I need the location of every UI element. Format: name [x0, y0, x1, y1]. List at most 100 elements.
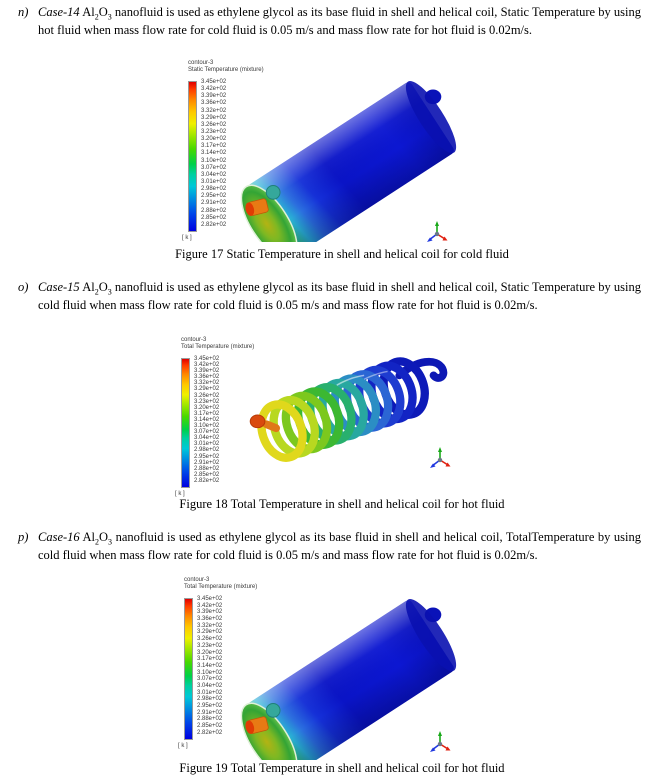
figure-caption: Figure 19 Total Temperature in shell and… [179, 761, 505, 775]
legend-tick-label: 3.45e+02 [201, 79, 227, 85]
legend-tick-label: 3.36e+02 [201, 100, 227, 107]
legend-tick-label: 3.26e+02 [201, 121, 227, 128]
legend-subtitle: Total Temperature (mixture) [184, 584, 258, 590]
chem-subscript: 3 [107, 287, 112, 297]
legend-tick-label: 2.82e+02 [197, 729, 223, 736]
legend-header: contour-3 Total Temperature (mixture) [181, 337, 254, 351]
legend-subtitle: Static Temperature (mixture) [188, 67, 264, 73]
axis-triad-icon [427, 446, 453, 472]
chem-formula: Al [82, 5, 95, 19]
legend-tick-label: 2.91e+02 [201, 200, 227, 207]
legend-tick-label: 2.85e+02 [201, 214, 227, 221]
shell-contour-render [225, 72, 483, 242]
legend-unit: [ k ] [178, 743, 188, 749]
legend-tick-label: 3.01e+02 [201, 178, 227, 185]
legend-tick-label: 3.32e+02 [197, 622, 223, 629]
list-item-p: p) Case-16 Al2O3 nanofluid is used as et… [18, 529, 641, 564]
chem-subscript: 2 [94, 12, 99, 22]
legend-tick-label: 3.17e+02 [197, 656, 223, 663]
legend-tick-label: 2.95e+02 [197, 703, 223, 709]
legend-tick-label: 3.04e+02 [201, 171, 227, 178]
chem-formula: O [98, 280, 108, 294]
legend-tick-label: 3.23e+02 [201, 128, 227, 135]
legend-tick-label: 2.98e+02 [197, 696, 223, 703]
case-label: Case-14 [38, 5, 80, 19]
legend-tick-label: 3.26e+02 [197, 636, 223, 643]
legend-tick-labels: 3.45e+02 3.42e+02 3.39e+02 3.36e+02 3.32e+02… [197, 596, 222, 736]
item-marker: o) [18, 280, 29, 294]
contour-legend: contour-3 Total Temperature (mixture) 3.… [178, 577, 257, 749]
chem-subscript: 2 [95, 537, 100, 547]
legend-tick-label: 3.23e+02 [197, 642, 223, 649]
axis-triad-icon [424, 220, 450, 246]
coil-contour-render [242, 348, 454, 480]
item-marker: p) [18, 530, 29, 544]
legend-tick-label: 3.20e+02 [197, 649, 223, 656]
legend-tick-label: 2.91e+02 [194, 459, 220, 466]
legend-tick-label: 3.14e+02 [201, 150, 227, 157]
legend-tick-label: 3.20e+02 [194, 404, 220, 411]
figure-caption: Figure 17 Static Temperature in shell an… [175, 247, 509, 261]
legend-tick-label: 3.45e+02 [197, 596, 223, 602]
chem-formula: O [98, 5, 108, 19]
item-text: Case-15 Al2O3 nanofluid is used as ethyl… [38, 279, 641, 314]
legend-header: contour-3 Total Temperature (mixture) [184, 577, 257, 591]
legend-tick-label: 3.07e+02 [201, 164, 227, 171]
legend-tick-label: 3.45e+02 [194, 356, 220, 362]
legend-subtitle: Total Temperature (mixture) [181, 344, 255, 350]
legend-tick-label: 3.26e+02 [194, 392, 220, 399]
contour-legend: contour-3 Static Temperature (mixture) 3… [182, 60, 264, 241]
case-label: Case-15 [38, 280, 80, 294]
legend-tick-label: 2.95e+02 [201, 193, 227, 200]
contour-legend: contour-3 Total Temperature (mixture) 3.… [175, 337, 254, 497]
case-label: Case-16 [38, 530, 80, 544]
chem-formula: Al [82, 280, 95, 294]
legend-tick-label: 2.88e+02 [201, 207, 227, 214]
legend-tick-label: 3.29e+02 [201, 114, 227, 121]
list-item-o: o) Case-15 Al2O3 nanofluid is used as et… [18, 279, 641, 314]
legend-tick-label: 3.10e+02 [197, 669, 223, 676]
item-text: Case-14 Al2O3 nanofluid is used as ethyl… [38, 4, 641, 39]
item-body: nanofluid is used as ethylene glycol as … [38, 280, 642, 312]
legend-tick-label: 2.85e+02 [194, 471, 220, 478]
legend-title: contour-3 [184, 577, 210, 583]
legend-tick-label: 3.14e+02 [194, 416, 220, 423]
legend-tick-label: 3.01e+02 [194, 441, 220, 448]
colorbar [184, 598, 193, 740]
legend-tick-label: 3.14e+02 [197, 662, 223, 669]
legend-tick-label: 3.10e+02 [194, 423, 220, 430]
legend-tick-label: 2.88e+02 [197, 716, 223, 723]
legend-tick-label: 2.95e+02 [194, 453, 220, 460]
legend-tick-labels: 3.45e+02 3.42e+02 3.39e+02 3.36e+02 3.32e+02… [201, 79, 226, 228]
legend-tick-label: 2.88e+02 [194, 465, 220, 472]
legend-title: contour-3 [188, 60, 214, 66]
legend-tick-label: 2.85e+02 [197, 723, 223, 730]
legend-tick-label: 2.98e+02 [194, 447, 220, 454]
legend-tick-label: 3.29e+02 [197, 629, 223, 636]
legend-tick-label: 3.36e+02 [197, 616, 223, 623]
legend-tick-label: 3.07e+02 [197, 676, 223, 683]
legend-tick-label: 3.04e+02 [197, 682, 223, 689]
chem-subscript: 3 [107, 12, 112, 22]
legend-tick-label: 3.42e+02 [197, 602, 223, 609]
legend-tick-label: 2.82e+02 [194, 477, 220, 484]
item-text: Case-16 Al2O3 nanofluid is used as ethyl… [38, 529, 641, 564]
legend-tick-label: 3.07e+02 [194, 429, 220, 436]
legend-tick-label: 3.23e+02 [194, 398, 220, 405]
legend-tick-label: 2.82e+02 [201, 221, 227, 228]
legend-tick-label: 3.17e+02 [194, 410, 220, 417]
legend-tick-labels: 3.45e+02 3.42e+02 3.39e+02 3.36e+02 3.32e+02… [194, 356, 219, 484]
list-item-n: n) Case-14 Al2O3 nanofluid is used as et… [18, 4, 641, 39]
colorbar [188, 81, 197, 232]
legend-tick-label: 2.98e+02 [201, 186, 227, 193]
chem-formula: O [99, 530, 109, 544]
legend-unit: [ k ] [175, 491, 185, 497]
item-marker: n) [18, 5, 29, 19]
chem-formula: Al [82, 530, 96, 544]
chem-subscript: 3 [108, 537, 113, 547]
legend-tick-label: 3.32e+02 [194, 380, 220, 387]
item-body: nanofluid is used as ethylene glycol as … [38, 530, 642, 562]
axis-triad-icon [427, 730, 453, 756]
chem-subscript: 2 [94, 287, 99, 297]
